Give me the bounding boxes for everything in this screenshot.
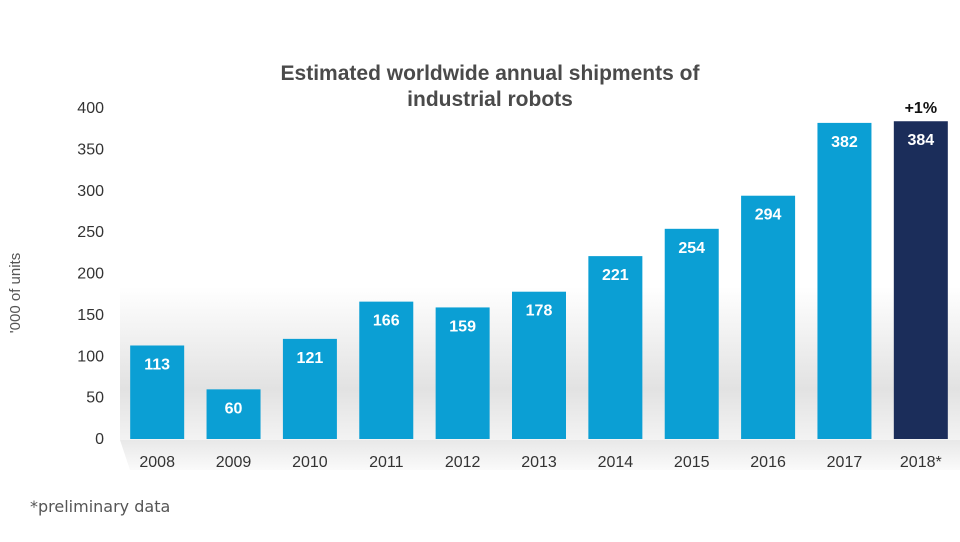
bar-2018-prelim (893, 121, 948, 440)
floor-shadow (120, 440, 960, 470)
bar-2014 (588, 256, 643, 439)
x-tick-label: 2010 (292, 454, 328, 471)
chart-title-line-2: industrial robots (407, 88, 573, 111)
bar-value-label: 221 (602, 267, 629, 284)
y-tick-label: 150 (77, 307, 104, 324)
y-tick-label: 50 (86, 390, 104, 407)
x-tick-label: 2011 (369, 454, 404, 471)
x-tick-label: 2018* (900, 454, 942, 471)
bar-value-label: 294 (755, 207, 782, 224)
bar-2008 (130, 345, 185, 439)
bar-2015 (664, 228, 719, 439)
bar-value-label: 121 (297, 350, 324, 367)
bar-2009 (206, 389, 261, 439)
x-tick-label: 2009 (216, 454, 252, 471)
x-tick-label: 2015 (674, 454, 710, 471)
y-tick-label: 400 (77, 100, 104, 117)
bar-value-label: 254 (678, 240, 705, 257)
y-axis-ticks: 0 50 100 150 200 250 300 350 400 (77, 100, 104, 448)
y-tick-label: 300 (77, 183, 104, 200)
x-tick-label: 2014 (598, 454, 634, 471)
x-tick-label: 2013 (521, 454, 557, 471)
bar-value-label: 113 (144, 356, 170, 373)
bar-2016 (741, 195, 796, 439)
y-tick-label: 100 (77, 348, 104, 365)
footnote: *preliminary data (30, 497, 170, 516)
annotations-group: +1% (905, 100, 937, 117)
bar-value-label: 166 (373, 313, 400, 330)
bar-value-label: 60 (225, 400, 243, 417)
x-axis-ticks: 2008 2009 2010 2011 2012 2013 2014 2015 2016 2017… (139, 454, 941, 471)
bar-2011 (359, 301, 414, 439)
x-tick-label: 2016 (750, 454, 786, 471)
y-tick-label: 250 (77, 224, 104, 241)
bars-group: 113 60 121 166 159 178 221 254 294 382 384 (130, 121, 948, 440)
y-tick-label: 0 (95, 431, 104, 448)
x-tick-label: 2012 (445, 454, 481, 471)
bar-2010 (282, 338, 337, 439)
x-tick-label: 2017 (827, 454, 863, 471)
bar-value-label: 178 (526, 303, 553, 320)
x-tick-label: 2008 (139, 454, 175, 471)
bar-2017 (817, 122, 872, 440)
bar-value-label: 159 (449, 318, 476, 335)
chart-title-line-1: Estimated worldwide annual shipments of (281, 62, 701, 85)
y-tick-label: 350 (77, 141, 104, 158)
bar-value-label: 382 (831, 134, 858, 151)
bar-2012 (435, 307, 490, 439)
growth-annotation: +1% (905, 100, 937, 117)
y-tick-label: 200 (77, 266, 104, 283)
bar-2013 (512, 291, 566, 439)
y-axis-label: '000 of units (7, 253, 24, 333)
bar-value-label: 384 (907, 132, 934, 149)
